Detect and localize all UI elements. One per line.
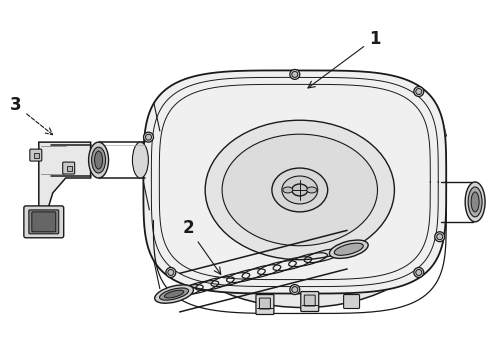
Ellipse shape — [290, 285, 300, 294]
Ellipse shape — [146, 134, 151, 140]
Ellipse shape — [282, 176, 318, 204]
Ellipse shape — [471, 192, 479, 212]
Ellipse shape — [465, 182, 485, 222]
FancyBboxPatch shape — [63, 162, 74, 174]
Ellipse shape — [292, 287, 298, 293]
FancyBboxPatch shape — [67, 166, 72, 171]
FancyBboxPatch shape — [256, 294, 274, 315]
FancyBboxPatch shape — [259, 298, 270, 309]
Ellipse shape — [468, 187, 482, 217]
Text: 1: 1 — [308, 30, 380, 88]
Ellipse shape — [414, 86, 424, 96]
Ellipse shape — [272, 168, 328, 212]
Ellipse shape — [95, 151, 102, 169]
FancyBboxPatch shape — [304, 295, 315, 306]
Ellipse shape — [165, 290, 184, 298]
Ellipse shape — [283, 187, 293, 193]
Ellipse shape — [416, 270, 422, 275]
Ellipse shape — [205, 120, 394, 260]
Polygon shape — [39, 142, 91, 216]
Ellipse shape — [416, 89, 422, 95]
Ellipse shape — [435, 232, 445, 242]
Ellipse shape — [290, 69, 300, 80]
FancyBboxPatch shape — [32, 212, 56, 232]
Ellipse shape — [89, 142, 108, 178]
Ellipse shape — [437, 234, 442, 240]
Ellipse shape — [334, 243, 363, 255]
Ellipse shape — [292, 184, 308, 196]
Ellipse shape — [307, 187, 317, 193]
FancyBboxPatch shape — [301, 292, 318, 311]
Ellipse shape — [222, 134, 377, 246]
FancyBboxPatch shape — [24, 206, 64, 238]
FancyBboxPatch shape — [29, 210, 59, 234]
Ellipse shape — [160, 288, 189, 300]
FancyBboxPatch shape — [343, 294, 360, 309]
Ellipse shape — [165, 136, 440, 307]
Ellipse shape — [292, 71, 298, 77]
Ellipse shape — [92, 147, 105, 173]
Text: 2: 2 — [182, 219, 221, 274]
Ellipse shape — [132, 142, 148, 178]
FancyBboxPatch shape — [34, 153, 39, 158]
FancyBboxPatch shape — [30, 149, 42, 161]
Ellipse shape — [155, 285, 194, 303]
Text: 3: 3 — [10, 96, 52, 135]
Polygon shape — [144, 71, 446, 293]
Ellipse shape — [329, 240, 368, 258]
Ellipse shape — [414, 267, 424, 278]
Ellipse shape — [144, 132, 153, 142]
Ellipse shape — [166, 267, 176, 278]
Ellipse shape — [168, 270, 174, 275]
